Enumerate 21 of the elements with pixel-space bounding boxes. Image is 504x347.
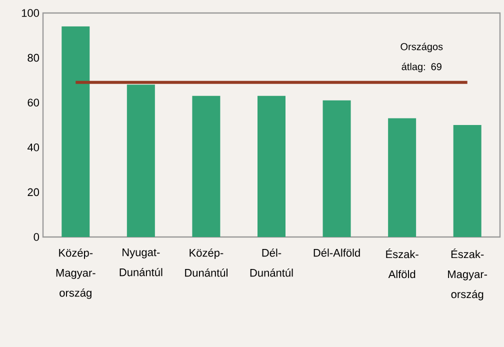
bar <box>126 84 155 237</box>
x-tick-label: Közép-Dunántúl <box>185 248 228 277</box>
bar <box>62 26 90 237</box>
x-tick-label: Észak-Magyar-ország <box>448 248 488 300</box>
x-tick-label: Észak-Alföld <box>386 248 418 278</box>
bar <box>322 100 351 237</box>
bar <box>453 124 482 237</box>
x-tick-label: Közép-Magyar-ország <box>56 248 96 299</box>
y-tick-label: 60 <box>28 98 40 106</box>
bar <box>192 96 220 237</box>
y-tick-label: 80 <box>28 54 40 62</box>
x-tick-label: Dél-Dunántúl <box>250 248 293 277</box>
bar <box>388 118 416 237</box>
y-tick-label: 100 <box>22 9 40 17</box>
y-tick-label: 40 <box>27 144 40 152</box>
y-tick-label: 20 <box>28 188 40 196</box>
y-tick-label: 0 <box>34 233 40 241</box>
bar <box>258 96 286 237</box>
ref-line-label: Országos átlag: 69 <box>400 42 443 72</box>
x-tick-label: Nyugat-Dunántúl <box>120 248 162 276</box>
x-tick-label: Dél-Alföld <box>314 248 360 257</box>
